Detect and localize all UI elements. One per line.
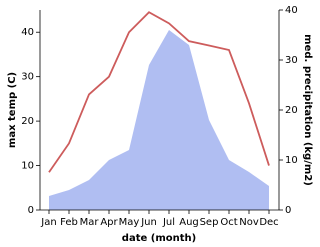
x-axis-title: date (month) xyxy=(122,233,196,244)
x-tick-label: Oct xyxy=(220,217,237,228)
y2-tick-label: 20 xyxy=(285,105,298,116)
y-tick-label: 0 xyxy=(28,205,34,216)
x-tick-label: Dec xyxy=(259,217,278,228)
precipitation-area xyxy=(49,30,269,210)
x-tick-label: Sep xyxy=(200,217,219,228)
y2-tick-label: 10 xyxy=(285,155,298,166)
x-tick-label: Jun xyxy=(140,217,157,228)
x-tick-label: Jan xyxy=(40,217,56,228)
x-tick-label: Aug xyxy=(179,217,199,228)
x-tick-label: Nov xyxy=(239,217,259,228)
x-tick-label: Feb xyxy=(60,217,78,228)
x-tick-label: May xyxy=(119,217,140,228)
temp-line xyxy=(48,11,270,173)
x-tick-label: Jul xyxy=(162,217,175,228)
y2-axis-title: med. precipitation (kg/m2) xyxy=(302,34,313,186)
y2-tick-label: 30 xyxy=(285,55,298,66)
y2-tick-label: 40 xyxy=(285,5,298,16)
y-tick-label: 10 xyxy=(21,161,34,172)
y2-tick-label: 0 xyxy=(285,205,291,216)
y-tick-label: 40 xyxy=(21,27,34,38)
x-tick-label: Mar xyxy=(80,217,100,228)
y-tick-label: 20 xyxy=(21,116,34,127)
y-axis-title: max temp (C) xyxy=(7,72,18,148)
x-tick-label: Apr xyxy=(100,217,118,228)
y-tick-label: 30 xyxy=(21,72,34,83)
